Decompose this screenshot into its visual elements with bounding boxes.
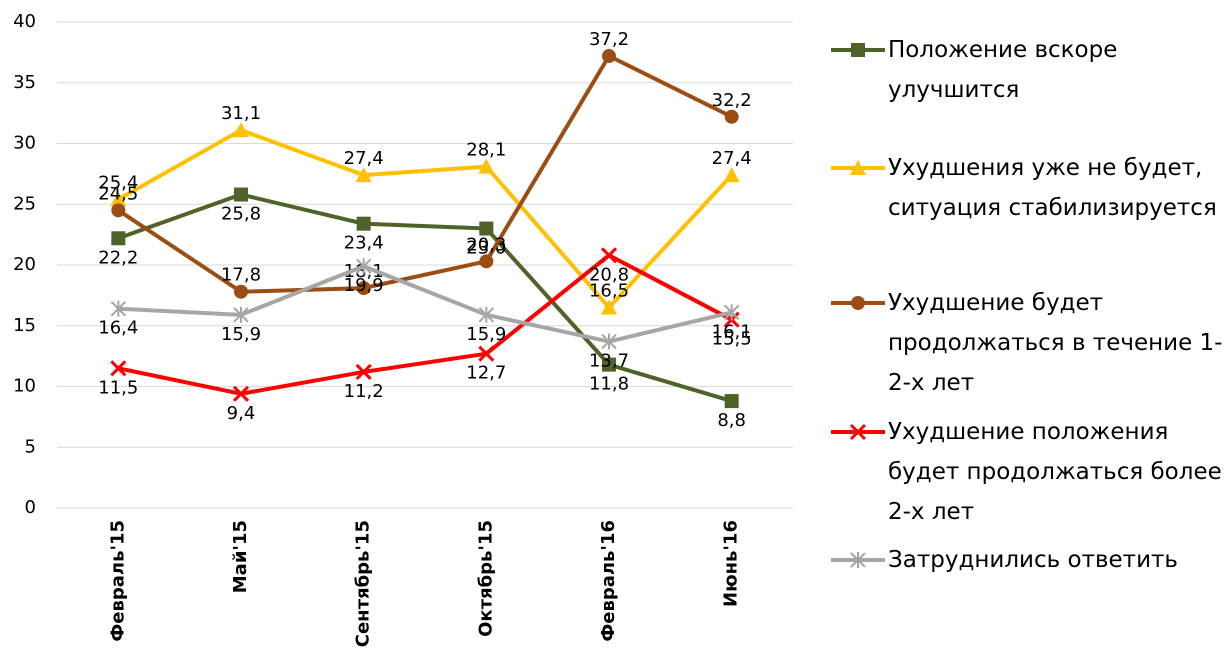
- marker: [234, 187, 248, 202]
- data-label: 11,5: [98, 377, 138, 398]
- series-line: [118, 264, 733, 344]
- data-label: 17,8: [221, 265, 261, 286]
- marker: [850, 160, 866, 175]
- marker: [601, 333, 617, 350]
- y-tick-label: 30: [13, 133, 36, 154]
- marker: [234, 284, 248, 299]
- data-label: 11,2: [344, 381, 384, 402]
- marker: [478, 306, 495, 323]
- legend-item: Ухудшение будет продолжаться в течение 1…: [828, 283, 1228, 403]
- data-label: 9,4: [227, 403, 256, 424]
- y-tick-label: 40: [13, 11, 36, 32]
- marker: [723, 167, 740, 183]
- marker: [851, 43, 865, 57]
- marker: [356, 281, 371, 296]
- marker: [724, 109, 739, 124]
- data-label: 11,8: [589, 374, 629, 395]
- data-label: 16,4: [98, 318, 138, 339]
- marker: [723, 304, 740, 321]
- y-tick-label: 35: [13, 72, 36, 93]
- data-label: 20,8: [589, 264, 629, 285]
- series-line: [117, 128, 734, 310]
- marker: [479, 254, 494, 269]
- marker: [232, 385, 250, 402]
- marker: [851, 296, 865, 310]
- marker: [110, 300, 127, 317]
- marker: [849, 423, 867, 441]
- data-label: 20,3: [466, 234, 506, 255]
- data-label: 25,4: [98, 172, 138, 193]
- marker: [850, 552, 866, 568]
- marker: [110, 191, 127, 207]
- x-tick-label: Февраль'15: [107, 520, 128, 642]
- data-label: 22,2: [98, 247, 138, 268]
- marker: [479, 221, 494, 236]
- marker: [233, 122, 249, 138]
- marker: [110, 360, 127, 377]
- data-label: 16,1: [712, 321, 752, 342]
- x-tick-label: Июнь'16: [721, 520, 742, 607]
- data-label: 28,1: [466, 140, 506, 161]
- legend-swatch: [831, 43, 885, 57]
- data-label: 16,5: [589, 281, 629, 302]
- marker: [601, 299, 617, 315]
- y-tick-label: 15: [13, 315, 36, 336]
- data-label: 32,2: [712, 90, 752, 111]
- data-label: 24,5: [98, 183, 138, 204]
- marker: [355, 258, 372, 275]
- legend-label: Затруднились ответить: [888, 547, 1178, 573]
- legend-item: Положение вскоре улучшится: [828, 30, 1228, 110]
- legend-swatch: [831, 552, 885, 568]
- y-tick-label: 0: [25, 497, 36, 518]
- marker: [111, 203, 126, 218]
- legend-label: Положение вскоре улучшится: [888, 37, 1118, 103]
- marker: [724, 394, 739, 409]
- series-line: [117, 192, 733, 403]
- data-label: 27,4: [344, 148, 384, 169]
- marker: [355, 167, 372, 183]
- marker: [355, 363, 372, 380]
- series-line: [117, 253, 733, 396]
- marker: [356, 216, 371, 231]
- legend-label: Ухудшение будет продолжаться в течение 1…: [888, 290, 1223, 396]
- data-label: 15,9: [221, 324, 261, 345]
- x-tick-label: Май'15: [230, 520, 251, 593]
- data-label: 15,5: [712, 329, 752, 350]
- marker: [602, 357, 616, 372]
- data-label: 13,7: [589, 351, 629, 372]
- legend-item: Затруднились ответить: [828, 540, 1228, 580]
- legend-swatch: [831, 423, 885, 441]
- data-label: 37,2: [589, 29, 629, 50]
- data-label: 31,1: [221, 103, 261, 124]
- data-label: 15,9: [466, 324, 506, 345]
- marker: [111, 231, 126, 246]
- marker: [600, 247, 618, 264]
- data-label: 23,4: [344, 233, 384, 254]
- y-tick-label: 25: [13, 193, 36, 214]
- marker: [478, 158, 495, 174]
- data-label: 25,8: [221, 204, 261, 225]
- legend-item: Ухудшения уже не будет, ситуация стабили…: [828, 148, 1228, 228]
- data-label: 8,8: [717, 410, 746, 431]
- marker: [478, 345, 495, 362]
- legend-swatch: [831, 296, 885, 310]
- data-label: 12,7: [466, 363, 506, 384]
- legend-item: Ухудшение положения будет продолжаться б…: [828, 412, 1228, 532]
- x-tick-label: Сентябрь'15: [353, 520, 374, 647]
- marker: [602, 49, 616, 64]
- legend-label: Ухудшения уже не будет, ситуация стабили…: [888, 155, 1217, 221]
- legend-label: Ухудшение положения будет продолжаться б…: [888, 419, 1222, 525]
- legend-swatch: [831, 160, 885, 175]
- y-tick-label: 20: [13, 254, 36, 275]
- data-label: 27,4: [712, 148, 752, 169]
- marker: [233, 306, 249, 323]
- y-tick-label: 10: [13, 376, 36, 397]
- chart: 0 5 10 15 20 25 30 35 40 Февраль'15 Май'15 Сентябрь…: [13, 11, 793, 647]
- x-tick-label: Февраль'16: [598, 520, 619, 642]
- series-line: [117, 54, 733, 294]
- x-tick-label: Октябрь'15: [475, 520, 496, 637]
- y-tick-label: 5: [25, 436, 36, 457]
- data-label: 19,9: [344, 275, 384, 296]
